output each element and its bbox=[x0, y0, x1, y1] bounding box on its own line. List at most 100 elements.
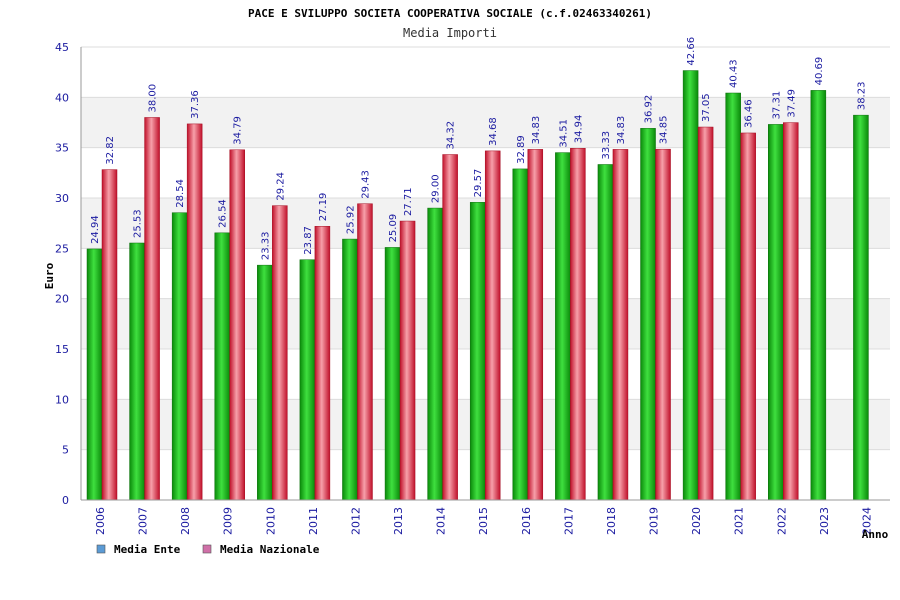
bar-media-nazionale-2014 bbox=[442, 154, 458, 501]
x-tick-label: 2012 bbox=[349, 507, 362, 535]
value-label: 40.69 bbox=[814, 57, 825, 86]
x-tick-label: 2022 bbox=[775, 507, 788, 535]
x-tick-label: 2023 bbox=[818, 507, 831, 535]
bar-media-ente-2007 bbox=[129, 242, 145, 501]
y-tick-label: 10 bbox=[55, 393, 69, 406]
bar-media-ente-2013 bbox=[384, 247, 401, 501]
value-label: 40.43 bbox=[729, 59, 740, 88]
bar-media-nazionale-2019 bbox=[655, 148, 671, 501]
bar-media-nazionale-2020 bbox=[697, 126, 714, 501]
bar-media-ente-2014 bbox=[427, 207, 443, 501]
bar-media-ente-2021 bbox=[725, 92, 741, 501]
x-tick-label: 2009 bbox=[222, 507, 235, 535]
x-tick-label: 2021 bbox=[733, 507, 746, 535]
value-label: 32.89 bbox=[516, 135, 527, 164]
x-tick-label: 2010 bbox=[264, 507, 277, 535]
value-label: 37.31 bbox=[771, 91, 782, 120]
y-tick-label: 20 bbox=[55, 293, 69, 306]
y-axis-ticks: 0 5 10 15 20 25 30 35 40 45 bbox=[55, 41, 69, 507]
value-label: 37.36 bbox=[190, 90, 201, 119]
bar-media-ente-2010 bbox=[257, 264, 273, 501]
y-tick-label: 5 bbox=[62, 444, 69, 457]
bar-media-ente-2015 bbox=[469, 202, 486, 501]
x-tick-label: 2016 bbox=[520, 507, 533, 535]
bar-media-ente-2023 bbox=[810, 90, 827, 501]
value-label: 27.71 bbox=[403, 187, 414, 216]
bar-media-nazionale-2011 bbox=[314, 226, 331, 501]
x-tick-label: 2020 bbox=[690, 507, 703, 535]
bar-media-ente-2017 bbox=[555, 152, 571, 501]
y-tick-label: 40 bbox=[55, 91, 69, 104]
value-label: 23.87 bbox=[303, 226, 314, 255]
value-label: 34.51 bbox=[558, 119, 569, 148]
x-axis-label: Anno bbox=[862, 528, 889, 541]
x-tick-label: 2007 bbox=[137, 507, 150, 535]
value-label: 34.94 bbox=[573, 115, 584, 144]
bar-media-nazionale-2021 bbox=[740, 132, 756, 501]
bar-media-nazionale-2012 bbox=[357, 203, 373, 501]
x-tick-label: 2017 bbox=[562, 507, 575, 535]
chart-subtitle: Media Importi bbox=[403, 26, 497, 40]
value-label: 29.00 bbox=[431, 174, 442, 203]
bar-media-ente-2012 bbox=[342, 238, 358, 501]
value-label: 34.85 bbox=[659, 116, 670, 145]
value-label: 27.19 bbox=[318, 193, 329, 222]
x-tick-label: 2011 bbox=[307, 507, 320, 535]
value-label: 32.82 bbox=[105, 136, 116, 165]
bar-media-nazionale-2008 bbox=[186, 123, 203, 501]
bar-media-ente-2019 bbox=[640, 128, 656, 501]
bar-media-ente-2008 bbox=[171, 212, 188, 501]
bar-media-nazionale-2018 bbox=[612, 149, 629, 501]
bar-media-ente-2009 bbox=[214, 232, 230, 501]
bar-media-nazionale-2006 bbox=[101, 169, 118, 501]
value-label: 42.66 bbox=[686, 37, 697, 66]
value-label: 29.57 bbox=[473, 169, 484, 198]
value-label: 34.32 bbox=[446, 121, 457, 150]
y-axis-label: Euro bbox=[43, 262, 56, 289]
value-label: 28.54 bbox=[175, 179, 186, 208]
value-label: 38.23 bbox=[856, 82, 867, 111]
chart-title: PACE E SVILUPPO SOCIETA COOPERATIVA SOCI… bbox=[248, 7, 652, 20]
x-tick-label: 2006 bbox=[94, 507, 107, 535]
value-label: 37.05 bbox=[701, 93, 712, 122]
value-label: 36.92 bbox=[644, 95, 655, 124]
x-axis-ticks: 2006 2007 2008 2009 2010 2011 2012 2013 2014 2015… bbox=[94, 507, 873, 535]
x-tick-label: 2013 bbox=[392, 507, 405, 535]
value-label: 34.68 bbox=[488, 117, 499, 146]
value-label: 29.43 bbox=[360, 170, 371, 199]
x-tick-label: 2015 bbox=[477, 507, 490, 535]
value-labels: 24.94 32.82 25.53 38.00 28.54 37.36 26.54 34.79… bbox=[90, 37, 867, 260]
legend-swatch-media-ente bbox=[96, 544, 106, 554]
legend-label-media-ente: Media Ente bbox=[114, 543, 181, 556]
bar-media-nazionale-2009 bbox=[229, 149, 245, 501]
value-label: 38.00 bbox=[148, 84, 159, 113]
grid-band bbox=[81, 47, 890, 98]
value-label: 25.92 bbox=[345, 205, 356, 234]
y-tick-label: 30 bbox=[55, 192, 69, 205]
value-label: 26.54 bbox=[218, 199, 229, 228]
x-tick-label: 2008 bbox=[179, 507, 192, 535]
bar-media-nazionale-2007 bbox=[144, 117, 160, 501]
legend: Media Ente Media Nazionale bbox=[96, 543, 320, 556]
value-label: 33.33 bbox=[601, 131, 612, 160]
value-label: 23.33 bbox=[260, 232, 271, 261]
bars bbox=[86, 70, 869, 501]
bar-media-ente-2016 bbox=[512, 168, 529, 501]
value-label: 25.09 bbox=[388, 214, 399, 243]
bar-media-nazionale-2015 bbox=[484, 150, 501, 501]
x-tick-label: 2018 bbox=[605, 507, 618, 535]
bar-media-nazionale-2022 bbox=[783, 122, 799, 501]
value-label: 34.83 bbox=[616, 116, 627, 145]
bar-media-ente-2018 bbox=[597, 164, 614, 501]
x-tick-label: 2019 bbox=[648, 507, 661, 535]
bar-media-nazionale-2016 bbox=[527, 149, 544, 501]
bar-media-ente-2006 bbox=[86, 248, 103, 501]
y-tick-label: 15 bbox=[55, 343, 69, 356]
value-label: 37.49 bbox=[786, 89, 797, 118]
value-label: 24.94 bbox=[90, 215, 101, 244]
bar-media-ente-2020 bbox=[682, 70, 699, 501]
value-label: 25.53 bbox=[133, 209, 144, 238]
bar-media-nazionale-2010 bbox=[272, 205, 288, 501]
bar-media-nazionale-2017 bbox=[570, 148, 586, 501]
value-label: 29.24 bbox=[275, 172, 286, 201]
